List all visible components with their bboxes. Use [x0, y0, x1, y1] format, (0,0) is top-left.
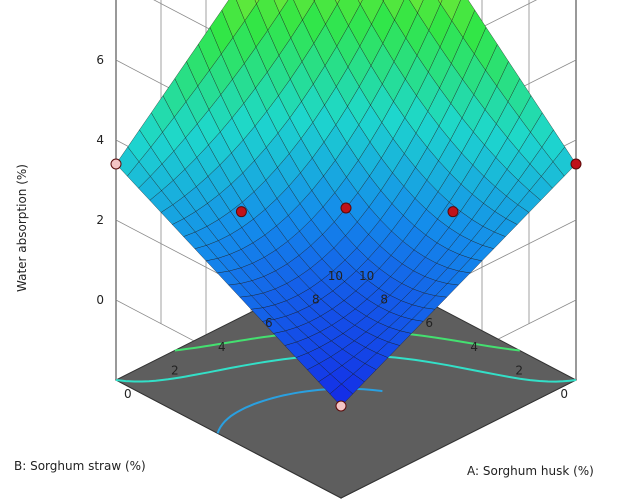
- design-point: [570, 158, 582, 170]
- y-tick-label: 6: [425, 316, 433, 330]
- surface-cell: [313, 0, 316, 2]
- x-tick-label: 10: [359, 269, 374, 283]
- z-tick-label: 2: [96, 213, 104, 227]
- y-tick-label: 4: [470, 340, 478, 354]
- surface-cell: [357, 0, 363, 5]
- design-point: [340, 202, 352, 214]
- y-tick-label: 10: [328, 269, 343, 283]
- surface-cell: [273, 0, 289, 14]
- surface-cell: [335, 0, 340, 5]
- surface-cell: [254, 0, 260, 5]
- surface-cell: [383, 0, 405, 21]
- surface-cell: [409, 0, 424, 14]
- y-axis-label: B: Sorghum straw (%): [14, 459, 146, 473]
- design-points: [110, 158, 582, 412]
- z-tick-label: 4: [96, 133, 104, 147]
- surface-cell: [417, 0, 441, 31]
- axis-labels: Water absorption (%) A: Sorghum husk (%)…: [14, 164, 594, 478]
- surface-cell: [394, 0, 418, 39]
- design-point: [335, 400, 347, 412]
- response-surface: [115, 0, 577, 407]
- z-tick-label: 6: [96, 53, 104, 67]
- y-tick-label: 8: [380, 293, 388, 307]
- surface-cell: [337, 0, 361, 27]
- x-tick-label: 6: [265, 316, 273, 330]
- y-tick-label: 0: [560, 387, 568, 401]
- y-tick-label: 2: [515, 363, 523, 377]
- surface-cell: [437, 0, 443, 5]
- x-tick-label: 0: [124, 387, 132, 401]
- surface-cell: [314, 0, 338, 25]
- x-tick-label: 4: [218, 340, 226, 354]
- tick-labels: 024681002468100246810: [96, 53, 568, 401]
- x-axis-label: A: Sorghum husk (%): [467, 464, 594, 478]
- x-tick-label: 8: [312, 293, 320, 307]
- surface-cell: [360, 0, 384, 25]
- x-tick-label: 2: [171, 363, 179, 377]
- surface-cell: [382, 0, 385, 2]
- z-tick-label: 0: [96, 293, 104, 307]
- surface-cell: [236, 0, 257, 22]
- surface-cell: [440, 0, 461, 22]
- surface-cell: [279, 0, 303, 39]
- design-point: [235, 206, 247, 218]
- surface-cell: [221, 0, 246, 38]
- design-point: [447, 206, 459, 218]
- design-point: [110, 158, 122, 170]
- surface-cell: [256, 0, 280, 31]
- surface-cell: [451, 0, 476, 38]
- surface-cell: [293, 0, 315, 21]
- z-axis-label: Water absorption (%): [15, 164, 29, 292]
